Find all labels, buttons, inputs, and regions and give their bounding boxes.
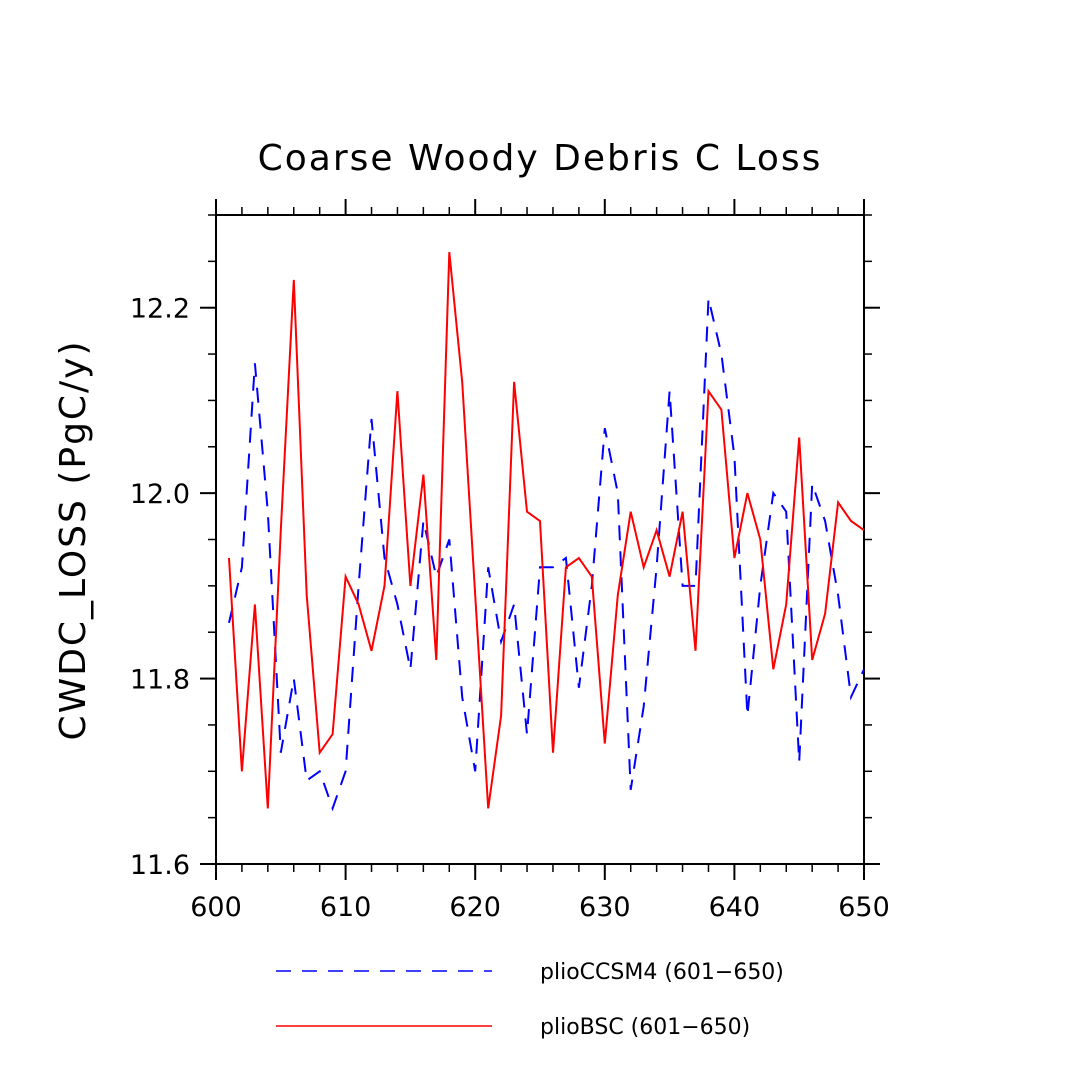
series-line-1 — [228, 298, 865, 812]
x-tick-label: 650 — [838, 892, 890, 923]
series-line-2 — [228, 252, 865, 809]
series-group — [228, 252, 865, 812]
y-tick-label: 12.2 — [130, 294, 190, 325]
legend-label-1: plioCCSM4 (601−650) — [540, 960, 784, 985]
y-axis-label: CWDC_LOSS (PgC/y) — [53, 339, 94, 740]
legend: plioCCSM4 (601−650) plioBSC (601−650) — [276, 960, 784, 1040]
x-tick-label: 610 — [320, 892, 372, 923]
y-tick-label: 11.8 — [130, 665, 190, 696]
plot-frame — [215, 214, 865, 865]
x-tick-label: 640 — [709, 892, 761, 923]
x-tick-label: 620 — [449, 892, 501, 923]
x-tick-label: 630 — [579, 892, 631, 923]
y-tick-label: 12.0 — [130, 479, 190, 510]
axes: 600 610 620 630 640 650 11.6 11.8 12.0 12.2 — [130, 199, 890, 923]
x-tick-label: 600 — [190, 892, 242, 923]
chart-title: Coarse Woody Debris C Loss — [258, 138, 823, 179]
y-tick-label: 11.6 — [130, 850, 190, 881]
legend-label-2: plioBSC (601−650) — [540, 1015, 750, 1040]
